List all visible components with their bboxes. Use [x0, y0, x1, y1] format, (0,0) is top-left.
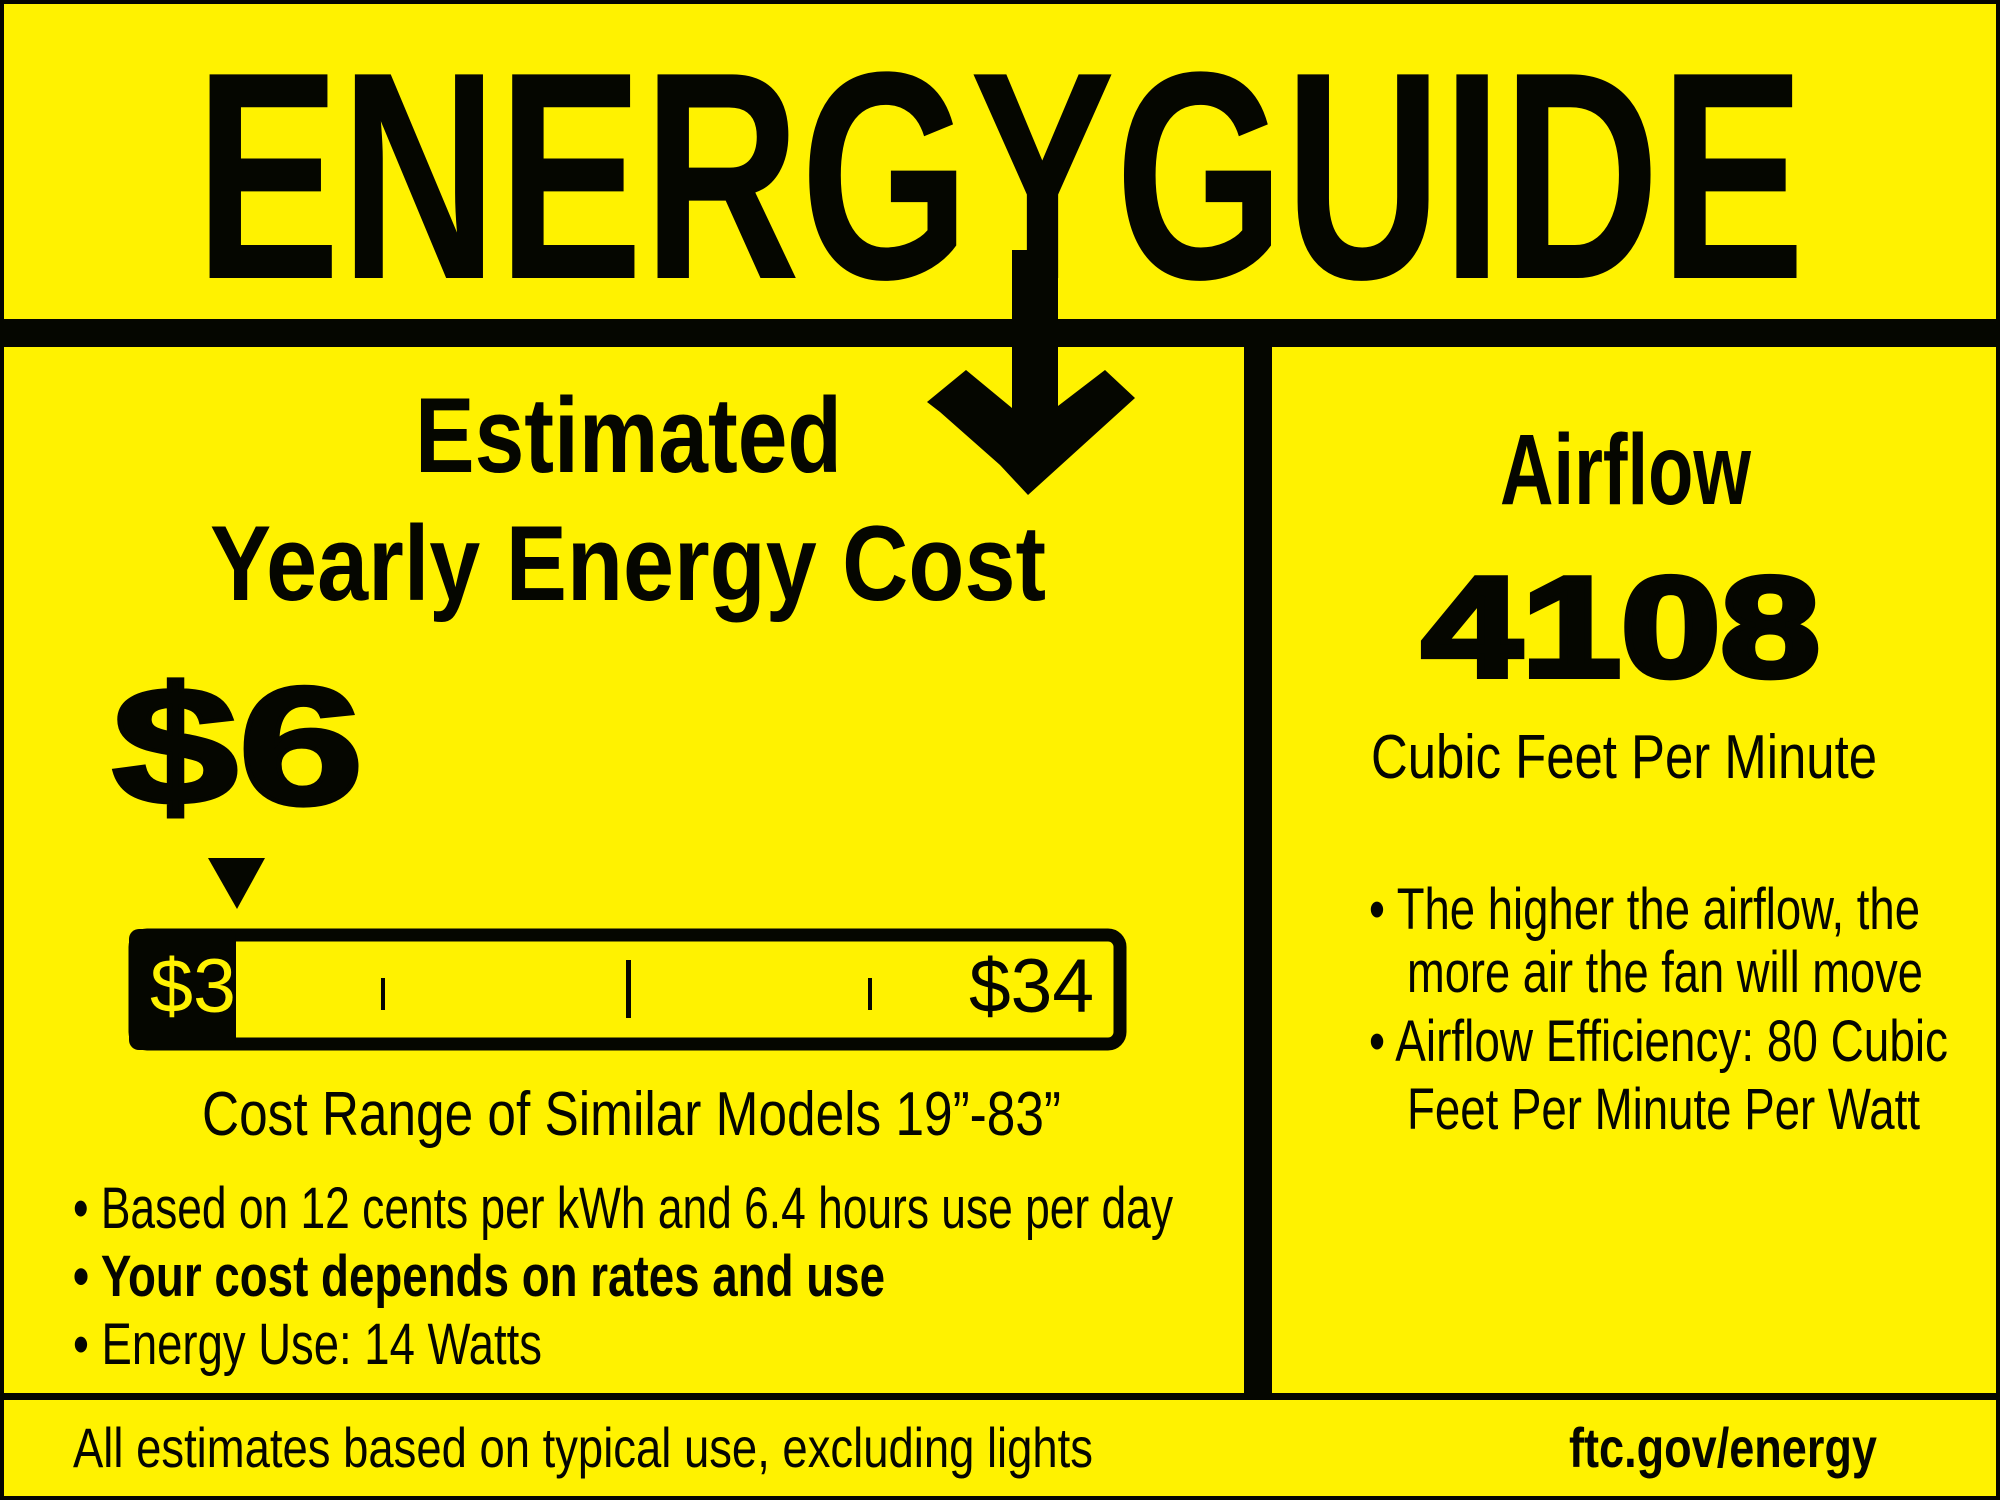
cost-heading-line2: Yearly Energy Cost: [210, 503, 1046, 623]
airflow-bullet-1: • The higher the airflow, the: [1369, 877, 1920, 942]
down-arrow-icon: [927, 250, 1135, 495]
scale-tick: [868, 978, 872, 1010]
ftc-energy-link[interactable]: ftc.gov/energy: [1569, 1416, 1877, 1479]
footer-note: All estimates based on typical use, excl…: [73, 1416, 1093, 1479]
cost-range-caption: Cost Range of Similar Models 19”-83”: [202, 1080, 1061, 1149]
scale-max-label: $34: [969, 944, 1094, 1029]
cost-bullet-rate: • Based on 12 cents per kWh and 6.4 hour…: [73, 1176, 1173, 1241]
yearly-cost-value: $6: [112, 652, 364, 840]
cost-range-scale: $3 $34: [128, 928, 1127, 1051]
airflow-unit: Cubic Feet Per Minute: [1371, 723, 1877, 792]
airflow-bullet-1-cont: more air the fan will move: [1407, 940, 1923, 1005]
scale-min-block: [129, 929, 236, 1050]
cost-heading-line1: Estimated: [415, 375, 842, 495]
airflow-bullet-2-cont: Feet Per Minute Per Watt: [1407, 1077, 1920, 1142]
airflow-value: 4108: [1422, 548, 1820, 707]
airflow-bullet-2: • Airflow Efficiency: 80 Cubic: [1369, 1009, 1948, 1074]
cost-bullet-energy-use: • Energy Use: 14 Watts: [73, 1312, 542, 1377]
cost-pointer-icon: [208, 858, 265, 909]
cost-bullet-depends: • Your cost depends on rates and use: [73, 1244, 885, 1309]
header-divider: [0, 319, 2000, 347]
vertical-divider: [1244, 347, 1272, 1393]
scale-tick: [626, 960, 631, 1018]
scale-min-label: $3: [150, 944, 236, 1029]
airflow-heading: Airflow: [1500, 414, 1751, 526]
scale-tick: [381, 978, 385, 1010]
energyguide-title: ENERGYGUIDE: [195, 10, 1805, 341]
footer-divider: [0, 1393, 2000, 1400]
